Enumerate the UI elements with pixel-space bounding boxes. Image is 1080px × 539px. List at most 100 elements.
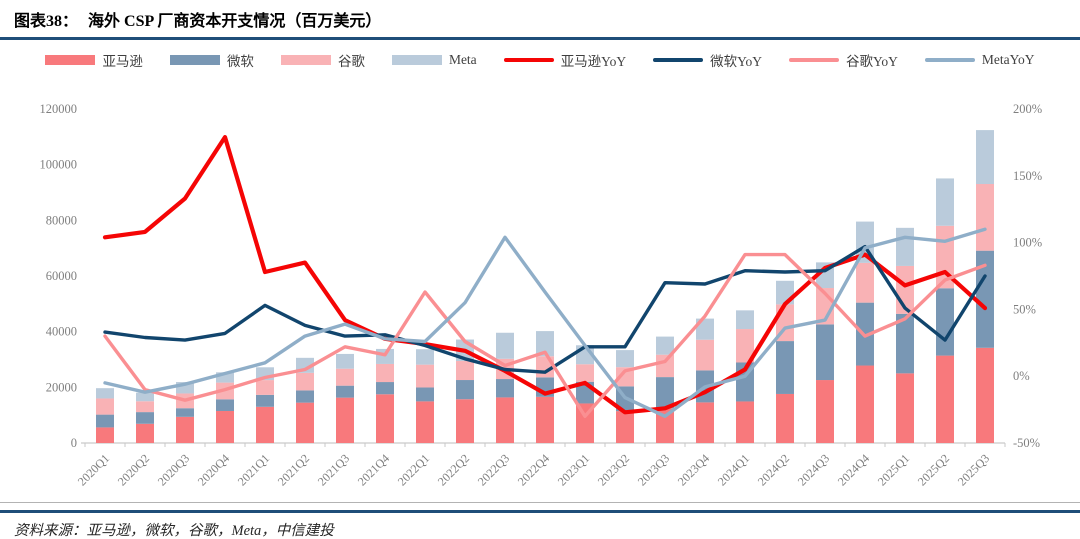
svg-text:2023Q1: 2023Q1 — [555, 451, 592, 488]
legend-item-microsoft-yoy-line: 微软YoY — [653, 50, 762, 70]
meta-bar-swatch — [391, 55, 442, 65]
bar-segment — [736, 310, 754, 330]
svg-text:2021Q2: 2021Q2 — [275, 451, 312, 488]
chart-bottom-rule — [0, 502, 1080, 503]
svg-text:2023Q4: 2023Q4 — [675, 451, 712, 488]
bar-segment — [776, 341, 794, 394]
svg-text:2024Q2: 2024Q2 — [755, 451, 792, 488]
bar-segment — [976, 250, 994, 348]
bar-segment — [816, 324, 834, 381]
bar-segment — [856, 262, 874, 303]
svg-text:2022Q4: 2022Q4 — [515, 451, 552, 488]
bar-segment — [416, 387, 434, 402]
chart-area: 0 20000 40000 60000 80000 100000 120000 -50% 0% 5… — [0, 80, 1080, 500]
bar-segment — [296, 390, 314, 403]
title-rule — [0, 37, 1080, 40]
legend-label-amazon-yoy: 亚马逊YoY — [560, 54, 627, 69]
bar-segment — [616, 411, 634, 443]
legend-label-amazon-bar: 亚马逊 — [102, 54, 143, 69]
svg-text:80000: 80000 — [46, 213, 77, 227]
bar-segment — [136, 412, 154, 424]
svg-text:2023Q2: 2023Q2 — [595, 451, 632, 488]
svg-text:2025Q1: 2025Q1 — [875, 451, 912, 488]
svg-text:2020Q2: 2020Q2 — [115, 451, 152, 488]
bar-segment — [976, 347, 994, 443]
bar-segment — [696, 318, 714, 340]
bar-segment — [376, 382, 394, 395]
svg-text:200%: 200% — [1013, 102, 1042, 116]
legend-item-meta-bar: Meta — [391, 52, 477, 68]
bar-segment — [456, 361, 474, 381]
bar-segment — [96, 388, 114, 399]
bar-segment — [616, 367, 634, 387]
bar-segment — [936, 288, 954, 356]
svg-text:2024Q1: 2024Q1 — [715, 451, 752, 488]
amazon-bar-swatch — [45, 55, 96, 65]
bar-segment — [336, 397, 354, 443]
bar-segment — [216, 410, 234, 443]
svg-text:20000: 20000 — [46, 380, 77, 394]
bar-segment — [136, 401, 154, 413]
bar-segment — [496, 332, 514, 359]
svg-text:150%: 150% — [1013, 169, 1042, 183]
page-title: 海外 CSP 厂商资本开支情况（百万美元） — [88, 13, 382, 30]
yoy-line — [103, 227, 987, 418]
microsoft-yoy-line-swatch — [653, 58, 704, 62]
bar-segment — [656, 408, 674, 443]
legend-label-meta-bar: Meta — [448, 52, 477, 67]
svg-text:50%: 50% — [1013, 302, 1036, 316]
svg-text:2022Q3: 2022Q3 — [475, 451, 512, 488]
footer-rule — [0, 510, 1080, 513]
x-axis-labels: 2020Q1 2020Q2 2020Q3 2020Q4 2021Q1 2021Q2 2021… — [75, 451, 992, 488]
svg-text:100000: 100000 — [40, 158, 78, 172]
bar-segment — [976, 184, 994, 251]
capex-combo-chart: 0 20000 40000 60000 80000 100000 120000 -50% 0% 5… — [40, 102, 1043, 488]
meta-yoy-line-swatch — [924, 58, 975, 62]
svg-text:2021Q1: 2021Q1 — [235, 451, 272, 488]
bar-segment — [96, 398, 114, 415]
svg-text:2021Q4: 2021Q4 — [355, 451, 392, 488]
yoy-lines — [102, 134, 988, 418]
bar-segment — [696, 339, 714, 371]
bar-segment — [176, 408, 194, 417]
bar-segment — [456, 399, 474, 443]
legend-label-meta-yoy: MetaYoY — [981, 52, 1035, 67]
svg-text:2022Q2: 2022Q2 — [435, 451, 472, 488]
svg-text:2025Q2: 2025Q2 — [915, 451, 952, 488]
bar-segment — [536, 331, 554, 357]
bar-segment — [816, 380, 834, 443]
svg-text:120000: 120000 — [40, 102, 78, 116]
bar-segment — [136, 423, 154, 443]
legend-item-google-bar: 谷歌 — [280, 50, 365, 70]
bar-segment — [376, 394, 394, 443]
svg-text:60000: 60000 — [46, 269, 77, 283]
legend-label-microsoft-yoy: 微软YoY — [710, 54, 762, 69]
bar-segment — [256, 406, 274, 443]
bar-segment — [176, 382, 194, 394]
bar-segment — [896, 227, 914, 266]
svg-text:0%: 0% — [1013, 369, 1030, 383]
bar-segment — [656, 377, 674, 409]
google-yoy-line-swatch — [789, 58, 839, 62]
legend-item-google-yoy-line: 谷歌YoY — [789, 50, 898, 70]
legend-label-google-yoy: 谷歌YoY — [846, 54, 898, 69]
left-axis-labels: 0 20000 40000 60000 80000 100000 120000 — [40, 102, 78, 450]
svg-text:2024Q3: 2024Q3 — [795, 451, 832, 488]
bar-segment — [496, 397, 514, 443]
svg-text:2020Q3: 2020Q3 — [155, 451, 192, 488]
bar-segment — [656, 336, 674, 355]
stacked-bars — [96, 130, 994, 443]
bar-segment — [536, 396, 554, 443]
bar-segment — [256, 394, 274, 407]
svg-text:-50%: -50% — [1013, 436, 1040, 450]
legend-item-amazon-bar: 亚马逊 — [45, 50, 143, 70]
bar-segment — [456, 380, 474, 400]
svg-text:2020Q4: 2020Q4 — [195, 451, 232, 488]
legend-label-google-bar: 谷歌 — [337, 54, 365, 69]
x-axis — [81, 442, 1006, 447]
svg-text:2021Q3: 2021Q3 — [315, 451, 352, 488]
bar-segment — [296, 402, 314, 443]
bar-segment — [336, 385, 354, 398]
bar-segment — [656, 354, 674, 378]
